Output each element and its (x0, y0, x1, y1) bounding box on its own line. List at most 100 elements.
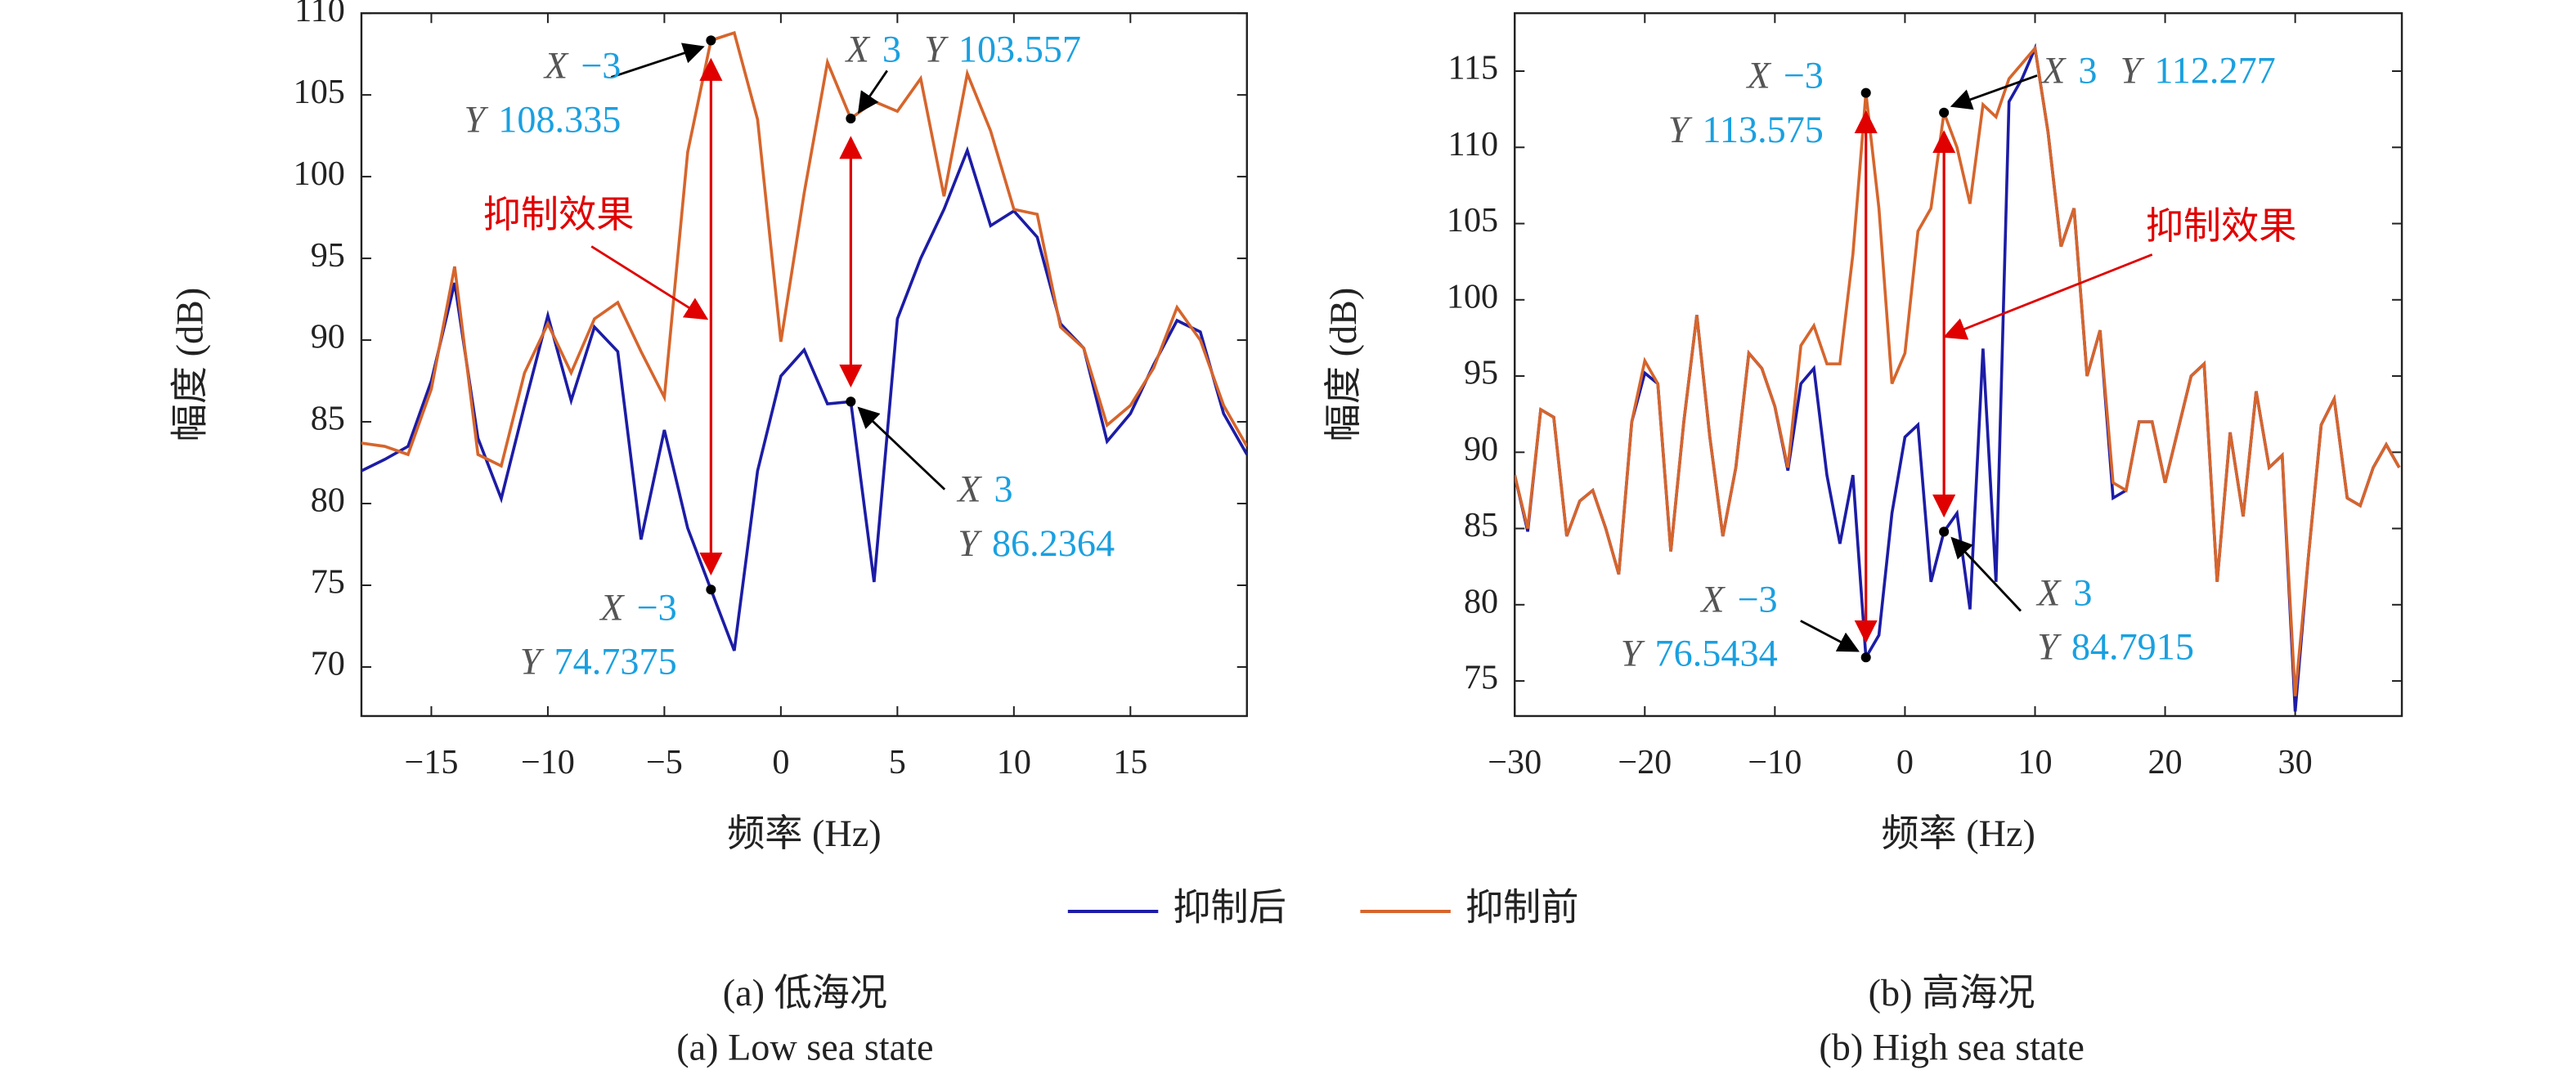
y-tick-label: 75 (311, 563, 345, 602)
x-tick-label: 5 (889, 743, 906, 781)
annotation-axis: Y (1621, 632, 1645, 674)
annotation-axis: Y (520, 640, 545, 682)
annotation-label: Y 108.335 (464, 98, 622, 140)
series-line (1515, 44, 2401, 696)
x-tick-label: 0 (1896, 743, 1914, 781)
annotation-axis: Y (1668, 108, 1693, 150)
y-tick-label: 80 (1464, 582, 1498, 620)
annotated-point (1860, 87, 1871, 98)
caption-en: (b) High sea state (1819, 1026, 2085, 1068)
annotation-axis: X (1745, 54, 1771, 96)
y-tick-label: 105 (1447, 201, 1498, 240)
y-tick-label: 90 (311, 318, 345, 356)
x-tick-label: −15 (404, 743, 458, 781)
y-tick-label: 95 (311, 236, 345, 275)
x-tick-label: −10 (521, 743, 575, 781)
annotation-label: X −3 (599, 586, 676, 628)
y-axis-label: 幅度 (dB) (1322, 288, 1364, 442)
annotation-arrow (1800, 620, 1860, 652)
annotation-value: 86.2364 (992, 522, 1115, 564)
annotated-point (1939, 107, 1950, 118)
annotation-value: 3 (994, 468, 1012, 509)
annotation-value: 84.7915 (2071, 625, 2194, 667)
annotation-value: 103.557 (958, 28, 1081, 69)
y-tick-label: 95 (1464, 354, 1498, 392)
caption: (a) 低海况 (723, 972, 887, 1014)
annotation-value: 3 (2078, 49, 2097, 91)
annotation-axis: X (2035, 571, 2062, 613)
y-tick-label: 80 (311, 481, 345, 520)
annotation-label: Y 76.5434 (1621, 632, 1778, 674)
annotation-value: −3 (581, 44, 621, 86)
annotation-value: 74.7375 (554, 640, 677, 682)
caption-en: (a) Low sea state (676, 1026, 933, 1068)
annotation-label: X 3 Y 103.557 (845, 28, 1081, 69)
annotation-arrow (857, 406, 946, 490)
annotation-label: Y 113.575 (1668, 108, 1824, 150)
annotation-axis: X (543, 44, 569, 86)
effect-pointer (590, 245, 709, 320)
annotation-axis: X (2040, 49, 2067, 91)
y-tick-label: 75 (1464, 659, 1498, 697)
x-tick-label: −5 (646, 743, 683, 781)
x-tick-label: 20 (2147, 743, 2182, 781)
annotated-point (706, 584, 716, 595)
x-axis-label: 频率 (Hz) (1881, 813, 2035, 854)
annotation-label: X −3 (543, 44, 621, 86)
annotation-axis: X (845, 28, 871, 69)
annotation-axis: X (599, 586, 625, 628)
annotation-value: −3 (637, 586, 677, 628)
annotation-value: 3 (882, 28, 901, 69)
annotated-point (706, 35, 716, 46)
annotation-axis: Y (924, 28, 949, 69)
x-tick-label: −30 (1488, 743, 1542, 781)
x-tick-label: 10 (997, 743, 1031, 781)
annotation-value: 113.575 (1703, 108, 1824, 150)
annotation-axis: X (956, 468, 982, 509)
series-line (361, 146, 1247, 651)
y-tick-label: 70 (311, 645, 345, 683)
annotated-point (846, 113, 856, 123)
plot-frame (360, 11, 1248, 718)
annotation-label: X −3 (1745, 54, 1823, 96)
annotation-axis: Y (958, 522, 982, 564)
annotation-arrow (1950, 74, 2038, 110)
annotation-value: −3 (1784, 54, 1824, 96)
x-tick-label: 10 (2017, 743, 2052, 781)
annotated-point (1939, 526, 1950, 537)
annotation-axis: X (1699, 578, 1726, 620)
y-tick-label: 105 (294, 73, 345, 111)
x-tick-label: 15 (1113, 743, 1147, 781)
annotation-label: X 3 Y 112.277 (2040, 49, 2276, 91)
y-tick-label: 110 (294, 0, 345, 29)
annotation-arrow (857, 69, 888, 114)
annotation-value: 108.335 (498, 98, 621, 140)
series-line (361, 30, 1247, 468)
legend-label: 抑制后 (1173, 887, 1286, 929)
effect-label: 抑制效果 (2146, 205, 2297, 247)
annotation-label: X −3 (1699, 578, 1777, 620)
annotation-value: −3 (1738, 578, 1778, 620)
annotation-label: Y 84.7915 (2037, 625, 2194, 667)
annotation-label: Y 86.2364 (958, 522, 1115, 564)
plot-frame (1514, 11, 2403, 718)
y-tick-label: 90 (1464, 430, 1498, 468)
annotation-axis: Y (464, 98, 489, 140)
caption: (b) 高海况 (1869, 972, 2035, 1014)
annotation-arrow (1950, 536, 2022, 612)
y-tick-label: 85 (1464, 506, 1498, 544)
annotated-point (846, 396, 856, 407)
legend-label: 抑制前 (1465, 887, 1579, 929)
annotation-label: Y 74.7375 (520, 640, 677, 682)
x-tick-label: 0 (772, 743, 789, 781)
annotated-point (1860, 652, 1871, 663)
x-tick-label: −20 (1618, 743, 1672, 781)
effect-label: 抑制效果 (483, 194, 635, 235)
y-tick-label: 110 (1447, 125, 1498, 163)
x-tick-label: −10 (1748, 743, 1802, 781)
annotation-value: 76.5434 (1655, 632, 1778, 674)
annotation-arrow (610, 43, 705, 78)
